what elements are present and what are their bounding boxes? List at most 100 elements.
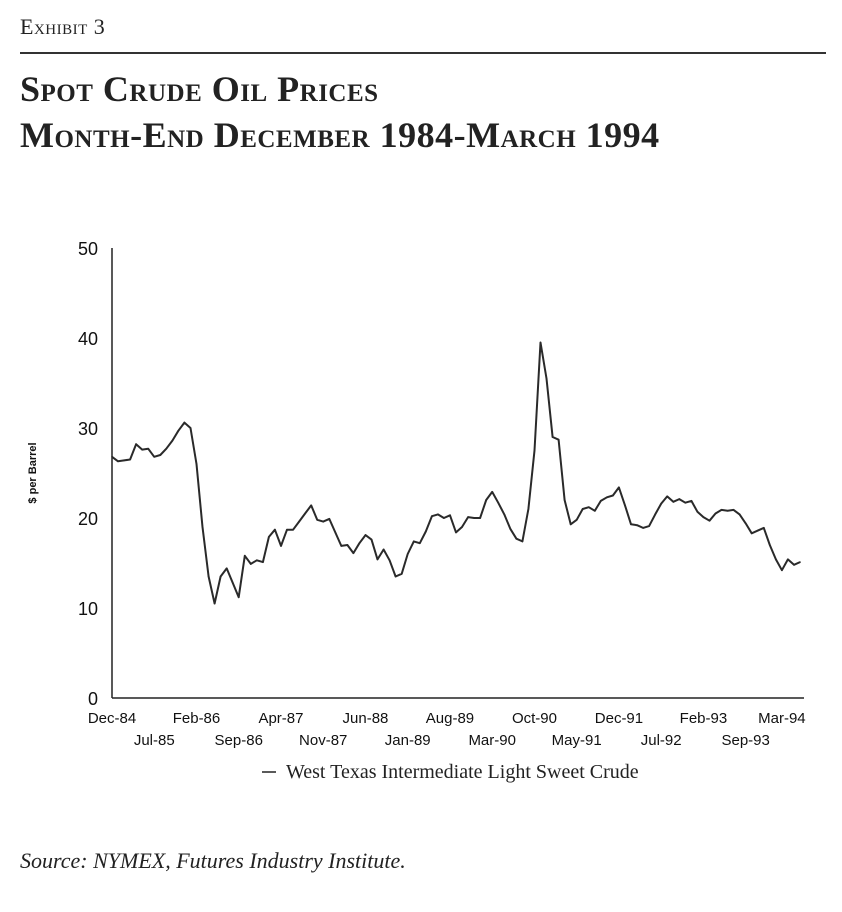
data-point [322,520,325,523]
data-point [225,567,228,570]
data-point [418,542,421,544]
data-point [714,512,717,515]
x-tick-label: Mar-90 [468,732,516,749]
data-point [129,458,131,461]
data-point [400,573,403,575]
data-point [394,575,397,578]
data-point [256,559,258,562]
data-point [726,510,729,512]
legend-entry-wti: West Texas Intermediate Light Sweet Crud… [286,761,639,783]
x-tick-label: Sep-86 [215,732,263,749]
y-tick-label: 30 [78,419,98,439]
data-point [280,545,282,547]
x-tick-label: Feb-93 [680,710,728,727]
data-point [702,516,705,518]
data-point [292,528,294,531]
data-point [799,561,801,563]
data-point [720,509,723,511]
data-point [370,538,373,541]
data-point [551,436,554,438]
data-point [111,456,113,458]
data-point [364,534,367,536]
y-tick-label: 50 [78,239,98,259]
data-point [274,528,276,531]
data-point [479,517,481,519]
data-point [382,548,385,551]
series-line-wti [111,341,801,605]
data-point [781,569,783,571]
data-point [250,563,252,565]
data-point [630,523,632,526]
data-point [612,494,614,497]
data-point [587,506,590,509]
data-point [147,447,150,450]
data-point [708,519,711,522]
oil-price-chart: 0 10 20 30 40 50 Dec-84 Jul-85 Feb-86 Sep-86 Apr-… [27,239,806,783]
data-point [183,421,186,424]
data-point [207,575,210,578]
x-tick-label: Jan-89 [385,732,431,749]
data-point [328,518,331,520]
exhibit-label: Exhibit 3 [20,14,106,39]
chart-axes [111,248,804,699]
x-tick-label: Mar-94 [758,710,806,727]
x-tick-label: Dec-84 [88,710,136,727]
data-point [388,559,391,562]
data-point [690,500,693,502]
data-point [563,499,566,501]
x-tick-label: Apr-87 [258,710,303,727]
data-point [485,499,487,501]
data-point [237,596,240,598]
data-point [509,528,512,530]
data-point [117,460,119,463]
data-point [201,526,204,528]
data-point [660,502,662,505]
data-point [744,522,747,525]
data-point [310,504,312,507]
data-point [642,527,644,529]
data-point [762,527,765,529]
y-axis-ticks: 0 10 20 30 40 50 [78,239,98,709]
x-tick-label: Feb-86 [173,710,221,727]
x-axis-ticks: Dec-84 Jul-85 Feb-86 Sep-86 Apr-87 Nov-87 Jun-… [88,710,806,749]
data-point [732,509,735,511]
y-tick-label: 0 [88,689,98,709]
data-point [672,501,675,503]
header-divider [20,52,826,54]
data-point [286,528,288,531]
data-point [775,558,777,561]
data-point [304,512,306,515]
data-point [141,448,143,451]
data-point [135,443,137,445]
data-point [358,542,361,544]
data-point [473,517,475,519]
data-point [231,582,234,584]
data-point [575,519,578,521]
data-point [340,545,343,547]
data-point [666,495,669,498]
data-point [467,516,469,518]
data-point [123,459,125,462]
data-point [352,552,355,554]
data-point [515,537,518,540]
data-point [159,454,162,456]
data-point [678,498,681,500]
data-point [569,523,572,526]
data-point [437,513,439,516]
data-point [750,532,753,535]
data-point [793,564,795,566]
data-point [696,510,699,513]
y-tick-label: 20 [78,509,98,529]
source-note: Source: NYMEX, Futures Industry Institut… [20,848,406,873]
series-points [111,341,801,605]
data-point [787,558,789,561]
data-point [412,540,415,543]
data-point [449,514,451,517]
data-point [581,508,584,510]
data-point [600,500,602,502]
x-tick-label: Jun-88 [343,710,389,727]
data-point [648,525,650,527]
legend: West Texas Intermediate Light Sweet Crud… [262,761,639,783]
data-point [606,496,608,499]
data-point [425,530,427,533]
